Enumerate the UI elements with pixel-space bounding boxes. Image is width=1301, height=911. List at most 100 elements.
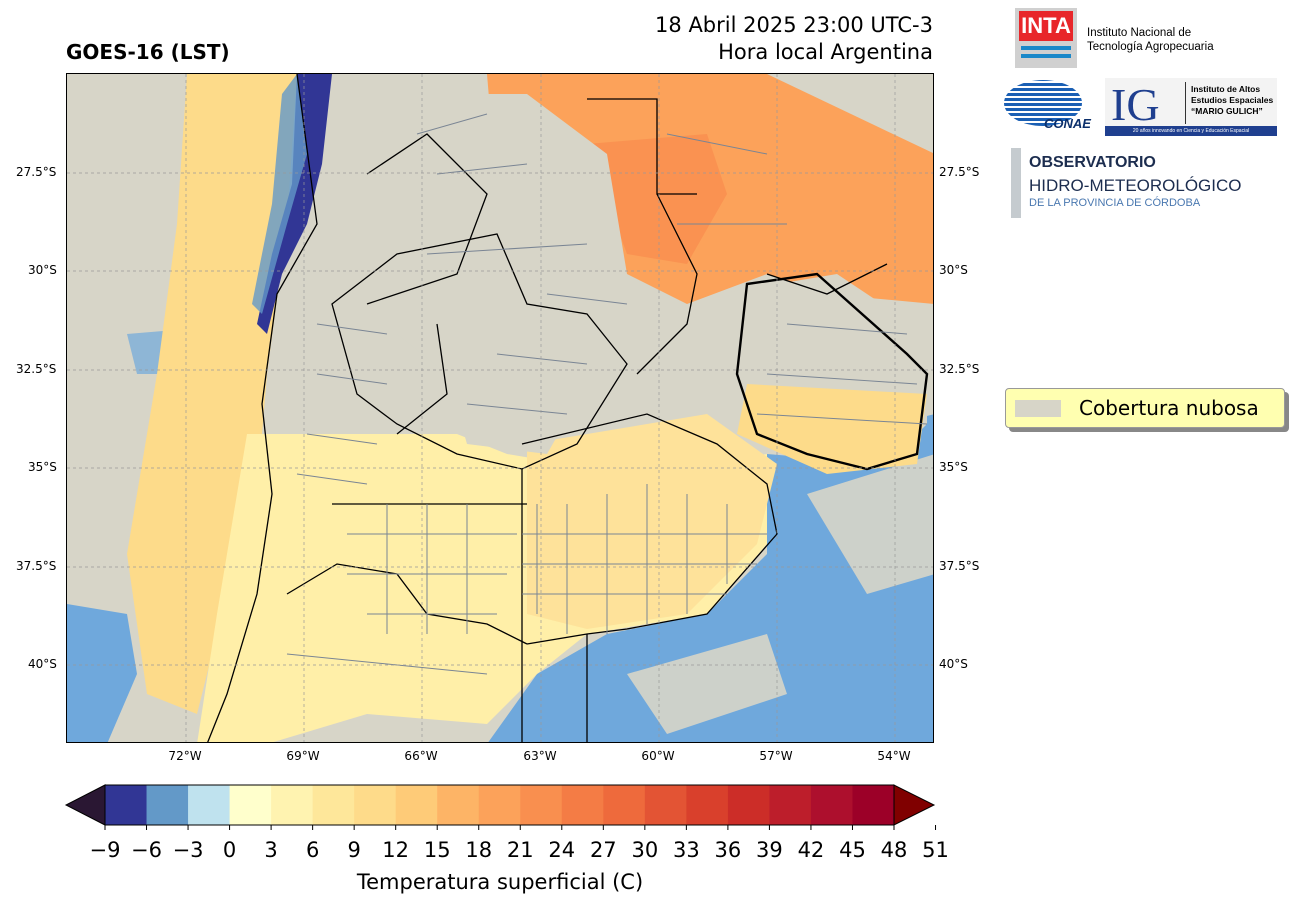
colorbar-tick-label: 24 (548, 838, 576, 862)
inta-mark: INTA (1019, 11, 1073, 41)
andes-cool-band (252, 74, 307, 314)
lon-tick: 54°W (877, 749, 911, 763)
lon-tick: 66°W (404, 749, 438, 763)
colorbar-tick-label: −3 (172, 838, 204, 862)
obs-line2: HIDRO-METEOROLÓGICO (1029, 176, 1242, 195)
lat-tick-right: 30°S (939, 263, 968, 277)
colorbar (64, 784, 937, 830)
cloud-north (357, 94, 627, 454)
colorbar-segment (229, 785, 272, 825)
colorbar-tick-label: 33 (672, 838, 700, 862)
uruguay-border (735, 272, 929, 471)
local-time-text: Hora local Argentina (718, 40, 933, 64)
colorbar-segment (769, 785, 812, 825)
lat-tick-left: 40°S (28, 657, 57, 671)
lon-tick: 63°W (523, 749, 557, 763)
colorbar-tick-label: 39 (756, 838, 783, 862)
lat-tick-left: 27.5°S (16, 165, 57, 179)
colorbar-tick-label: 48 (880, 838, 908, 862)
colorbar-tick-label: 45 (839, 838, 866, 862)
pacific-ocean (67, 604, 137, 742)
graticule (67, 74, 933, 742)
colorbar-segment (727, 785, 770, 825)
map-canvas (67, 74, 933, 742)
ig-name-line3: “MARIO GULICH” (1191, 106, 1263, 116)
colorbar-under-arrow (64, 784, 106, 826)
lat-tick-right: 35°S (939, 460, 968, 474)
colorbar-segment (395, 785, 438, 825)
cloud-northwest (397, 214, 487, 324)
colorbar-segment (105, 785, 148, 825)
lon-tick: 69°W (286, 749, 320, 763)
ig-name-line2: Estudios Espaciales (1191, 95, 1274, 105)
lat-tick-left: 37.5°S (16, 559, 57, 573)
conae-mark: CONAE (1044, 116, 1091, 131)
lat-tick-right: 27.5°S (939, 165, 980, 179)
andes-cold-band (257, 74, 332, 334)
uruguay-warm (737, 384, 927, 474)
colorbar-tick-label: 6 (305, 838, 320, 862)
obs-line1: OBSERVATORIO (1029, 154, 1156, 171)
observatorio-logo: OBSERVATORIO HIDRO-METEOROLÓGICO DE LA P… (1011, 148, 1251, 218)
lon-tick: 72°W (168, 749, 202, 763)
obs-line3: DE LA PROVINCIA DE CÓRDOBA (1029, 197, 1201, 209)
colorbar-segment (312, 785, 355, 825)
colorbar-segment (561, 785, 604, 825)
colorbar-tick-label: 36 (714, 838, 742, 862)
colorbar-tick-label: 9 (347, 838, 361, 862)
colorbar-frame (104, 784, 895, 826)
colorbar-segment (810, 785, 853, 825)
colorbar-tick-label: −9 (89, 838, 121, 862)
cloud-legend: Cobertura nubosa (1005, 388, 1285, 428)
colorbar-segment (644, 785, 687, 825)
lat-tick-left: 35°S (28, 460, 57, 474)
lat-tick-left: 30°S (28, 263, 57, 277)
ocean-cloud-patches (627, 454, 933, 734)
lat-tick-right: 37.5°S (939, 559, 980, 573)
colorbar-tick-label: 18 (465, 838, 493, 862)
lat-tick-right: 32.5°S (939, 362, 980, 376)
colorbar-tick-label: 0 (222, 838, 237, 862)
colorbar-segment (478, 785, 521, 825)
cloud-legend-swatch (1015, 399, 1061, 417)
product-title: GOES-16 (LST) (66, 40, 230, 64)
colorbar-segment (271, 785, 314, 825)
lon-tick: 60°W (641, 749, 675, 763)
colorbar-tick-label: 30 (631, 838, 659, 862)
lat-tick-right: 40°S (939, 657, 968, 671)
colorbar-tick-label: 15 (423, 838, 451, 862)
colorbar-tick-label: 42 (797, 838, 825, 862)
cloud-legend-label: Cobertura nubosa (1079, 396, 1259, 420)
ig-mark: IG (1111, 79, 1160, 130)
lat-tick-left: 32.5°S (16, 362, 57, 376)
colorbar-tick-label: 3 (264, 838, 278, 862)
colorbar-segment (852, 785, 895, 825)
colorbar-tick-label: 51 (922, 838, 949, 862)
datetime-title: 18 Abril 2025 23:00 UTC-3 Hora local Arg… (655, 12, 933, 66)
colorbar-segment (354, 785, 397, 825)
lon-tick: 57°W (759, 749, 793, 763)
inta-name-line2: Tecnología Agropecuaria (1087, 41, 1214, 53)
department-lines (286, 113, 928, 675)
colorbar-tick-label: 12 (382, 838, 410, 862)
province-borders (207, 74, 888, 742)
colorbar-tick-label: 27 (589, 838, 617, 862)
colorbar-title: Temperatura superficial (C) (356, 870, 644, 894)
colorbar-segment (603, 785, 646, 825)
conae-logo: CONAE (1004, 80, 1091, 132)
colorbar-segment (686, 785, 729, 825)
colorbar-tick-label: 21 (506, 838, 534, 862)
ig-logo: IG Instituto de Altos Estudios Espaciale… (1105, 78, 1277, 136)
chile-warm-band (127, 74, 297, 714)
colorbar-segment (437, 785, 480, 825)
lst-map (66, 73, 934, 743)
northeast-darker (587, 134, 727, 264)
colorbar-segment (188, 785, 231, 825)
ig-tagline: 20 años innovando en Ciencia y Educación… (1105, 126, 1277, 136)
colorbar-tick-label: −6 (131, 838, 162, 862)
colorbar-over-arrow (893, 784, 936, 826)
ig-name-line1: Instituto de Altos (1191, 84, 1261, 94)
colorbar-segment (520, 785, 563, 825)
colorbar-segment (146, 785, 189, 825)
datetime-text: 18 Abril 2025 23:00 UTC-3 (655, 13, 933, 37)
